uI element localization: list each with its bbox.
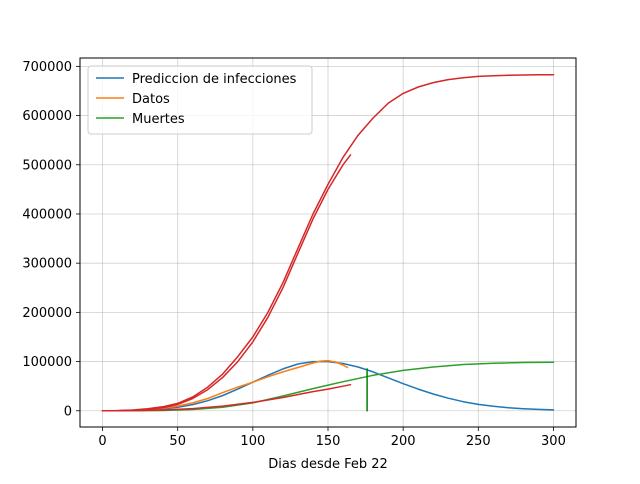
axis-ticks: 0 50 100 150 200 250 300 0 100000 200000 300000 400… xyxy=(22,60,566,449)
x-axis-label: Dias desde Feb 22 xyxy=(268,457,388,472)
x-tick-label: 0 xyxy=(98,434,106,449)
series-line-5 xyxy=(101,383,352,412)
series-line-1 xyxy=(101,359,349,412)
legend-label: Prediccion de infecciones xyxy=(132,72,297,87)
y-tick-label: 100000 xyxy=(22,355,72,370)
x-tick-label: 200 xyxy=(391,434,416,449)
series-line-4 xyxy=(101,154,352,412)
y-tick-label: 200000 xyxy=(22,306,72,321)
legend-box xyxy=(87,65,313,135)
y-tick-label: 300000 xyxy=(22,257,72,272)
x-tick-label: 150 xyxy=(316,434,341,449)
x-tick-label: 50 xyxy=(169,434,186,449)
x-tick-label: 250 xyxy=(466,434,491,449)
series-line-0 xyxy=(101,360,555,412)
y-tick-label: 400000 xyxy=(22,207,72,222)
legend-label: Datos xyxy=(132,92,170,107)
x-tick-label: 100 xyxy=(240,434,265,449)
x-tick-label: 300 xyxy=(541,434,566,449)
y-tick-label: 700000 xyxy=(22,60,72,75)
y-tick-label: 500000 xyxy=(22,158,72,173)
grid xyxy=(80,58,576,427)
legend-label: Muertes xyxy=(132,112,185,127)
series-line-3 xyxy=(101,73,555,412)
y-tick-label: 0 xyxy=(64,404,72,419)
legend: Prediccion de infecciones Datos Muertes xyxy=(87,65,313,135)
y-tick-label: 600000 xyxy=(22,109,72,124)
series-group xyxy=(101,73,555,412)
